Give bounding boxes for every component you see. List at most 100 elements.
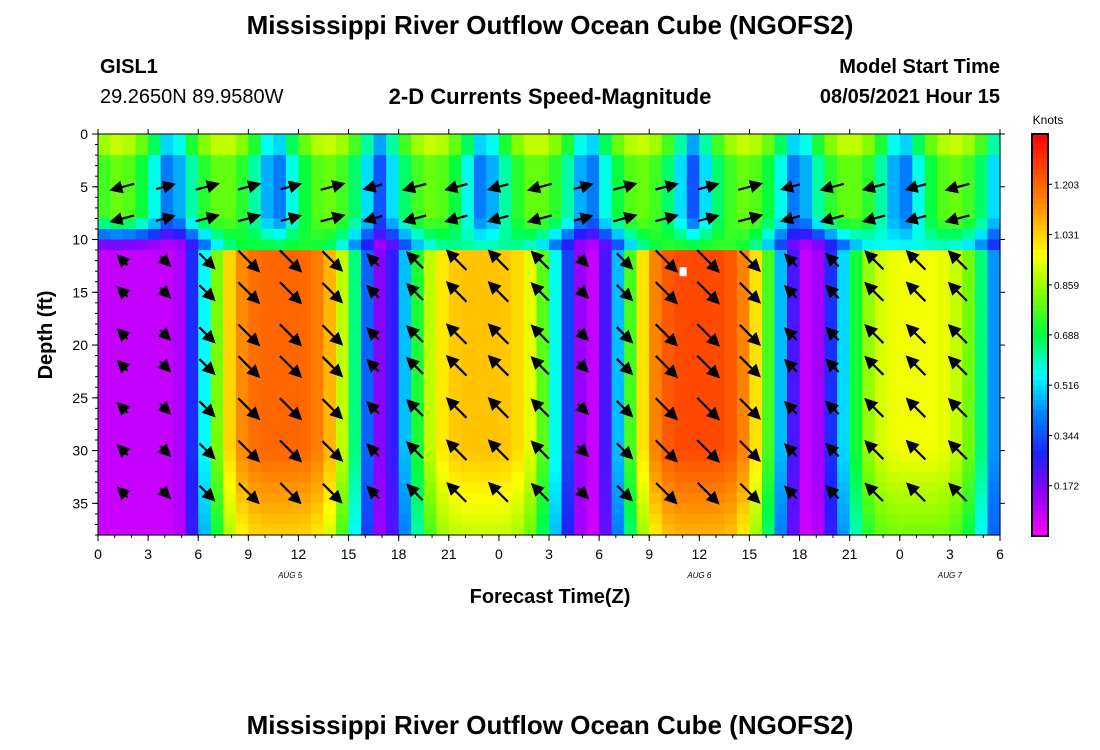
heat-cell <box>912 376 926 388</box>
current-arrow <box>116 486 131 501</box>
current-arrow <box>487 323 510 345</box>
y-tick-label: 5 <box>80 179 88 195</box>
heat-cell <box>98 228 112 241</box>
heat-cell <box>386 418 400 431</box>
heat-cell <box>849 461 863 473</box>
heat-cell <box>473 397 487 409</box>
heat-cell <box>774 355 788 367</box>
heat-cell <box>398 387 412 399</box>
heat-cell <box>461 492 475 504</box>
heat-cell <box>837 408 851 420</box>
heat-cell <box>636 471 650 483</box>
heat-cell <box>624 144 638 156</box>
heat-cell <box>148 418 162 431</box>
heat-cell <box>924 461 938 473</box>
heat-cell <box>135 461 149 473</box>
heat-cell <box>173 482 187 494</box>
heat-cell <box>398 461 412 473</box>
heat-cell <box>398 513 412 526</box>
heat-cell <box>123 471 137 483</box>
heat-cell <box>611 218 625 230</box>
current-arrow <box>321 250 344 272</box>
heat-cell <box>736 271 751 283</box>
heat-cell <box>298 503 312 515</box>
heat-cell <box>473 418 487 431</box>
current-arrow <box>487 281 510 303</box>
heat-cell <box>235 418 249 431</box>
heat-cell <box>962 418 976 431</box>
heat-cell <box>523 355 538 367</box>
heat-cell <box>223 345 237 357</box>
heat-cell <box>774 323 788 336</box>
heat-cell <box>135 218 149 230</box>
heat-cell <box>248 387 262 399</box>
heat-cell <box>461 440 475 452</box>
heat-cell <box>549 176 563 188</box>
heat-cell <box>674 450 688 462</box>
heat-cell <box>123 323 137 336</box>
heat-cell <box>962 524 976 536</box>
heat-cell <box>574 228 588 241</box>
heat-cell <box>724 228 738 241</box>
heat-cell <box>198 176 212 188</box>
heat-cell <box>862 450 876 462</box>
heat-cell <box>386 524 400 536</box>
heat-cell <box>323 355 337 367</box>
current-arrow <box>696 482 720 505</box>
heat-cell <box>336 302 350 314</box>
heat-cell <box>974 323 989 336</box>
heat-cell <box>937 345 951 357</box>
heat-cell <box>799 429 813 441</box>
heat-cell <box>962 176 976 188</box>
heat-cell <box>711 134 725 146</box>
heat-cell <box>173 250 187 262</box>
heat-cell <box>699 450 713 462</box>
heat-cell <box>711 397 725 409</box>
current-arrow <box>157 253 172 268</box>
colorbar-cell <box>1032 204 1048 210</box>
heat-cell <box>636 429 650 441</box>
heat-cell <box>123 228 137 241</box>
heat-cell <box>310 366 325 378</box>
heat-cell <box>248 134 262 146</box>
heat-cell <box>298 313 312 325</box>
heat-cell <box>599 271 613 283</box>
heat-cell <box>536 302 550 314</box>
heat-cell <box>849 197 863 209</box>
heat-cell <box>937 155 951 167</box>
heat-cell <box>135 197 149 209</box>
heat-cell <box>837 281 851 293</box>
heat-cell <box>361 144 375 156</box>
heat-cell <box>536 334 550 346</box>
heat-cell <box>110 176 124 188</box>
heat-cell <box>849 313 863 325</box>
heat-cell <box>799 176 813 188</box>
colorbar-cell <box>1032 505 1048 512</box>
heat-cell <box>473 513 487 526</box>
current-arrow <box>366 401 381 416</box>
heat-cell <box>223 155 237 167</box>
heat-cell <box>974 155 989 167</box>
heat-cell <box>574 239 588 251</box>
heat-cell <box>949 376 964 388</box>
heat-cell <box>198 376 212 388</box>
heat-cell <box>148 323 162 336</box>
heat-cell <box>549 492 563 504</box>
heat-cell <box>273 218 287 230</box>
heat-cell <box>561 292 575 304</box>
heat-cell <box>761 376 776 388</box>
heat-cell <box>686 418 700 431</box>
current-arrow <box>405 251 424 269</box>
heat-cell <box>448 471 462 483</box>
heat-cell <box>373 503 387 515</box>
heat-cell <box>674 440 688 452</box>
heat-cell <box>761 207 776 220</box>
heat-cell <box>411 186 425 198</box>
heat-cell <box>611 376 625 388</box>
heat-cell <box>235 366 249 378</box>
heat-cell <box>724 397 738 409</box>
heat-cell <box>574 165 588 177</box>
heat-cell <box>498 176 513 188</box>
heat-cell <box>423 492 437 504</box>
